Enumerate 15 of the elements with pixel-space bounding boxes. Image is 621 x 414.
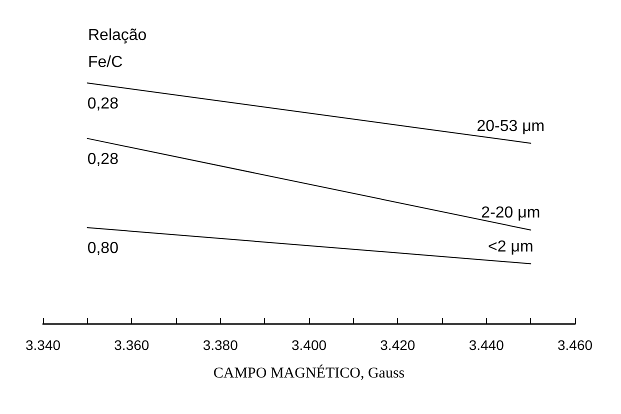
series-label: <2 μm xyxy=(488,238,534,256)
series-label: 2-20 μm xyxy=(481,204,540,222)
x-axis-title: CAMPO MAGNÉTICO, Gauss xyxy=(213,364,405,382)
series-label: 20-53 μm xyxy=(476,118,545,135)
x-tick-label: 3.460 xyxy=(557,337,593,353)
x-tick-label: 3.360 xyxy=(114,337,150,353)
x-tick-label: 3.340 xyxy=(25,337,61,353)
x-tick-label: 3.420 xyxy=(380,337,416,353)
x-tick-label: 3.440 xyxy=(468,337,504,353)
x-tick-label: 3.400 xyxy=(291,337,327,353)
annotation: 0,28 xyxy=(87,150,119,168)
y-axis-title: Relação Fe/C xyxy=(88,27,147,71)
annotation: 0,28 xyxy=(87,96,119,112)
annotation: 0,80 xyxy=(87,240,119,258)
x-tick-label: 3.380 xyxy=(202,337,238,353)
